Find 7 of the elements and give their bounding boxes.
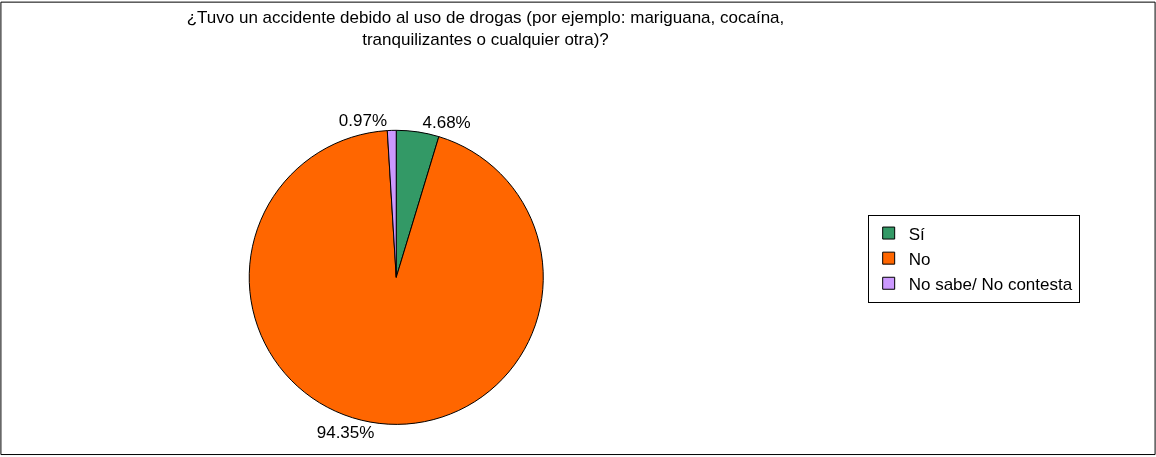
- chart-title: ¿Tuvo un accidente debido al uso de drogas (por ejemplo: mariguana, cocaína, tranquilizantes o cualquier otra)?: [186, 7, 785, 49]
- data-label: 0.97%: [338, 111, 388, 131]
- legend-label: No: [908, 249, 931, 269]
- legend-label: Sí: [908, 224, 926, 244]
- legend-label: No sabe/ No contesta: [908, 274, 1073, 294]
- data-label: 94.35%: [316, 423, 375, 443]
- data-label: 4.68%: [422, 113, 471, 133]
